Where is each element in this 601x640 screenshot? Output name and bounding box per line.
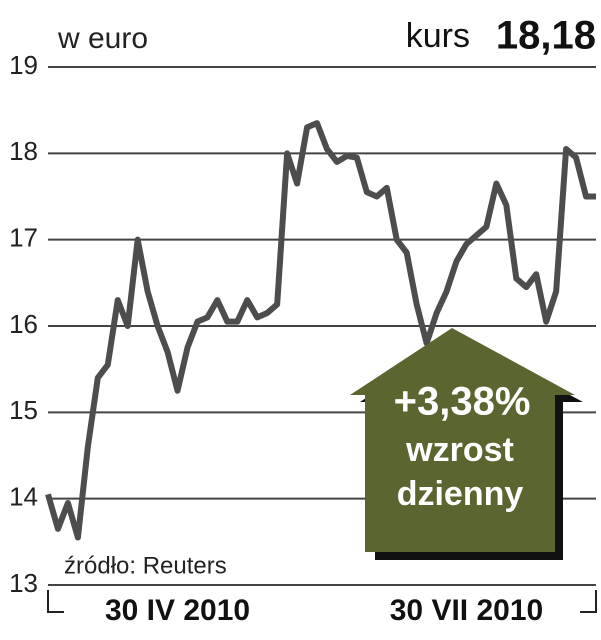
unit-label: w euro (57, 22, 148, 55)
price-caption: kurs (406, 17, 470, 55)
plot (45, 120, 596, 541)
y-tick-label: 14 (9, 482, 38, 512)
y-tick-label: 13 (9, 568, 38, 598)
arrow (350, 328, 575, 552)
axis-bracket (580, 590, 597, 613)
y-tick-label: 15 (9, 395, 38, 425)
y-tick-label: 18 (9, 136, 38, 166)
annotation-line: wzrost (405, 431, 514, 469)
x-tick-label: 30 VII 2010 (390, 594, 543, 627)
annotation-line: dzienny (397, 475, 524, 513)
price: 18,18 (496, 14, 596, 58)
y-tick-label: 16 (9, 309, 38, 339)
x-tick-label: 30 IV 2010 (105, 594, 250, 627)
y-tick-label: 19 (9, 50, 38, 80)
source: źródło: Reuters (64, 552, 227, 579)
price-line (45, 120, 596, 541)
change-label: +3,38% (394, 380, 531, 424)
axis-bracket (47, 590, 64, 613)
y-tick-label: 17 (9, 223, 38, 253)
